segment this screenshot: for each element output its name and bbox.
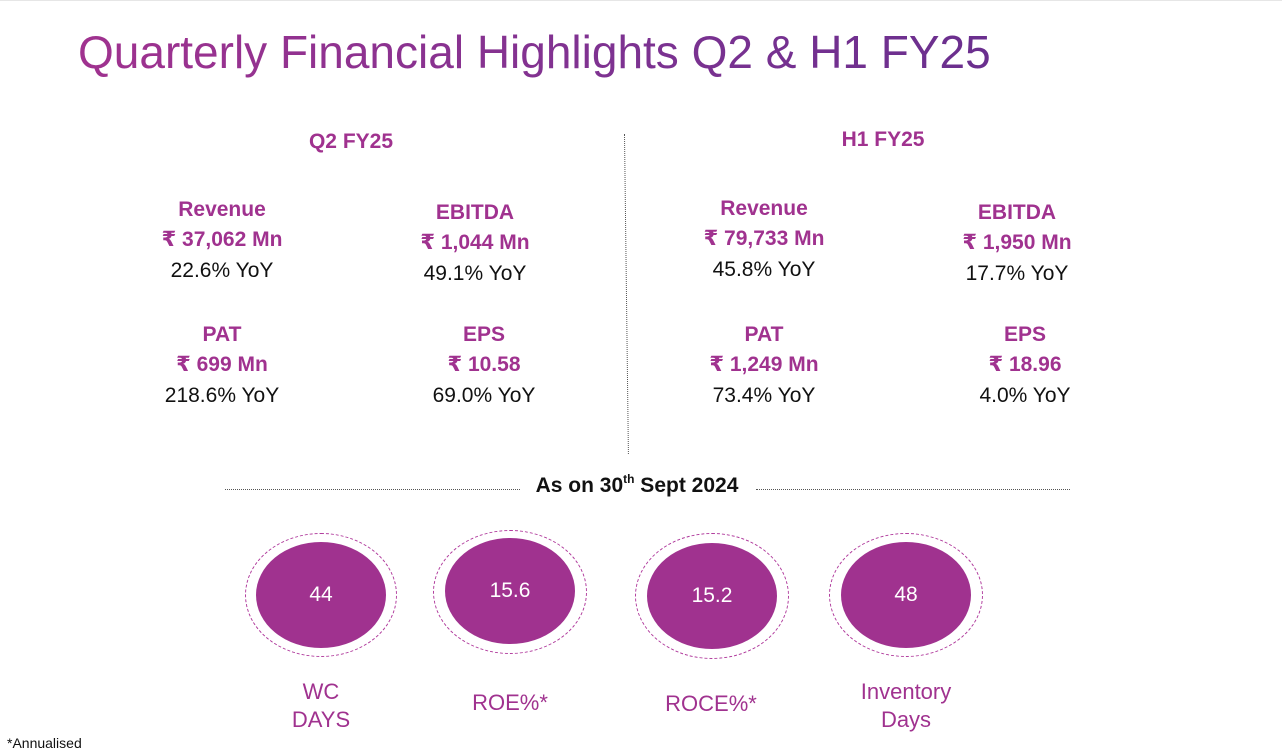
q2-ebitda-metric: EBITDA ₹ 1,044 Mn 49.1% YoY xyxy=(355,198,595,290)
metric-yoy: 49.1% YoY xyxy=(423,262,527,285)
kpi-value: 15.2 xyxy=(647,543,777,649)
metric-yoy: 45.8% YoY xyxy=(712,258,816,281)
metric-value: ₹ 1,044 Mn xyxy=(420,231,530,254)
dashed-ring xyxy=(829,533,983,657)
metric-yoy: 69.0% YoY xyxy=(432,384,536,407)
metric-label: EBITDA xyxy=(977,201,1057,224)
kpi-circle-roce: 15.2 xyxy=(635,533,789,659)
metric-value: ₹ 699 Mn xyxy=(176,353,268,376)
q2-heading: Q2 FY25 xyxy=(308,130,394,153)
q2-eps-metric: EPS ₹ 10.58 69.0% YoY xyxy=(364,320,604,412)
metric-label: EBITDA xyxy=(435,201,515,224)
as-on-date: As on 30th Sept 2024 xyxy=(529,472,745,498)
metric-value: ₹ 18.96 xyxy=(988,353,1062,376)
metric-yoy: 73.4% YoY xyxy=(712,384,816,407)
h1-heading: H1 FY25 xyxy=(841,128,925,151)
page-title: Quarterly Financial Highlights Q2 & H1 F… xyxy=(78,26,991,78)
metric-value: ₹ 37,062 Mn xyxy=(161,228,283,251)
h1-revenue-metric: Revenue ₹ 79,733 Mn 45.8% YoY xyxy=(644,194,884,286)
metric-label: Revenue xyxy=(178,198,266,221)
kpi-label-inventory-days: Inventory Days xyxy=(860,679,952,732)
metric-value: ₹ 1,249 Mn xyxy=(709,353,819,376)
horizontal-divider-left xyxy=(225,489,520,490)
h1-ebitda-metric: EBITDA ₹ 1,950 Mn 17.7% YoY xyxy=(897,198,1137,290)
metric-value: ₹ 10.58 xyxy=(447,353,521,376)
kpi-label-wc-days: WC DAYS xyxy=(291,679,351,732)
metric-label: EPS xyxy=(462,323,506,346)
h1-pat-metric: PAT ₹ 1,249 Mn 73.4% YoY xyxy=(644,320,884,412)
metric-label: PAT xyxy=(202,323,242,346)
dashed-ring xyxy=(433,530,587,654)
metric-label: EPS xyxy=(1003,323,1047,346)
metric-value: ₹ 1,950 Mn xyxy=(962,231,1072,254)
metric-yoy: 218.6% YoY xyxy=(164,384,280,407)
dashed-ring xyxy=(245,533,397,657)
as-on-superscript: th xyxy=(623,472,635,486)
q2-pat-metric: PAT ₹ 699 Mn 218.6% YoY xyxy=(102,320,342,412)
kpi-value: 48 xyxy=(841,542,971,648)
dashed-ring xyxy=(635,533,789,659)
kpi-circle-inventory-days: 48 xyxy=(829,533,983,657)
horizontal-divider-right xyxy=(756,489,1070,490)
kpi-label-roce: ROCE%* xyxy=(665,691,757,716)
h1-eps-metric: EPS ₹ 18.96 4.0% YoY xyxy=(905,320,1145,412)
kpi-label-roe: ROE%* xyxy=(472,690,548,715)
metric-yoy: 22.6% YoY xyxy=(170,259,274,282)
metric-yoy: 4.0% YoY xyxy=(979,384,1071,407)
top-border xyxy=(0,0,1282,1)
q2-revenue-metric: Revenue ₹ 37,062 Mn 22.6% YoY xyxy=(102,195,342,287)
metric-value: ₹ 79,733 Mn xyxy=(703,227,825,250)
kpi-circle-roe: 15.6 xyxy=(433,530,587,654)
metric-yoy: 17.7% YoY xyxy=(965,262,1069,285)
kpi-value: 15.6 xyxy=(445,538,575,644)
vertical-divider xyxy=(624,133,629,454)
kpi-circle-wc-days: 44 xyxy=(245,533,397,657)
kpi-value: 44 xyxy=(256,542,386,648)
as-on-suffix: Sept 2024 xyxy=(634,474,739,497)
as-on-prefix: As on 30 xyxy=(535,474,624,497)
metric-label: Revenue xyxy=(720,197,808,220)
footnote: *Annualised xyxy=(7,735,82,751)
metric-label: PAT xyxy=(744,323,784,346)
